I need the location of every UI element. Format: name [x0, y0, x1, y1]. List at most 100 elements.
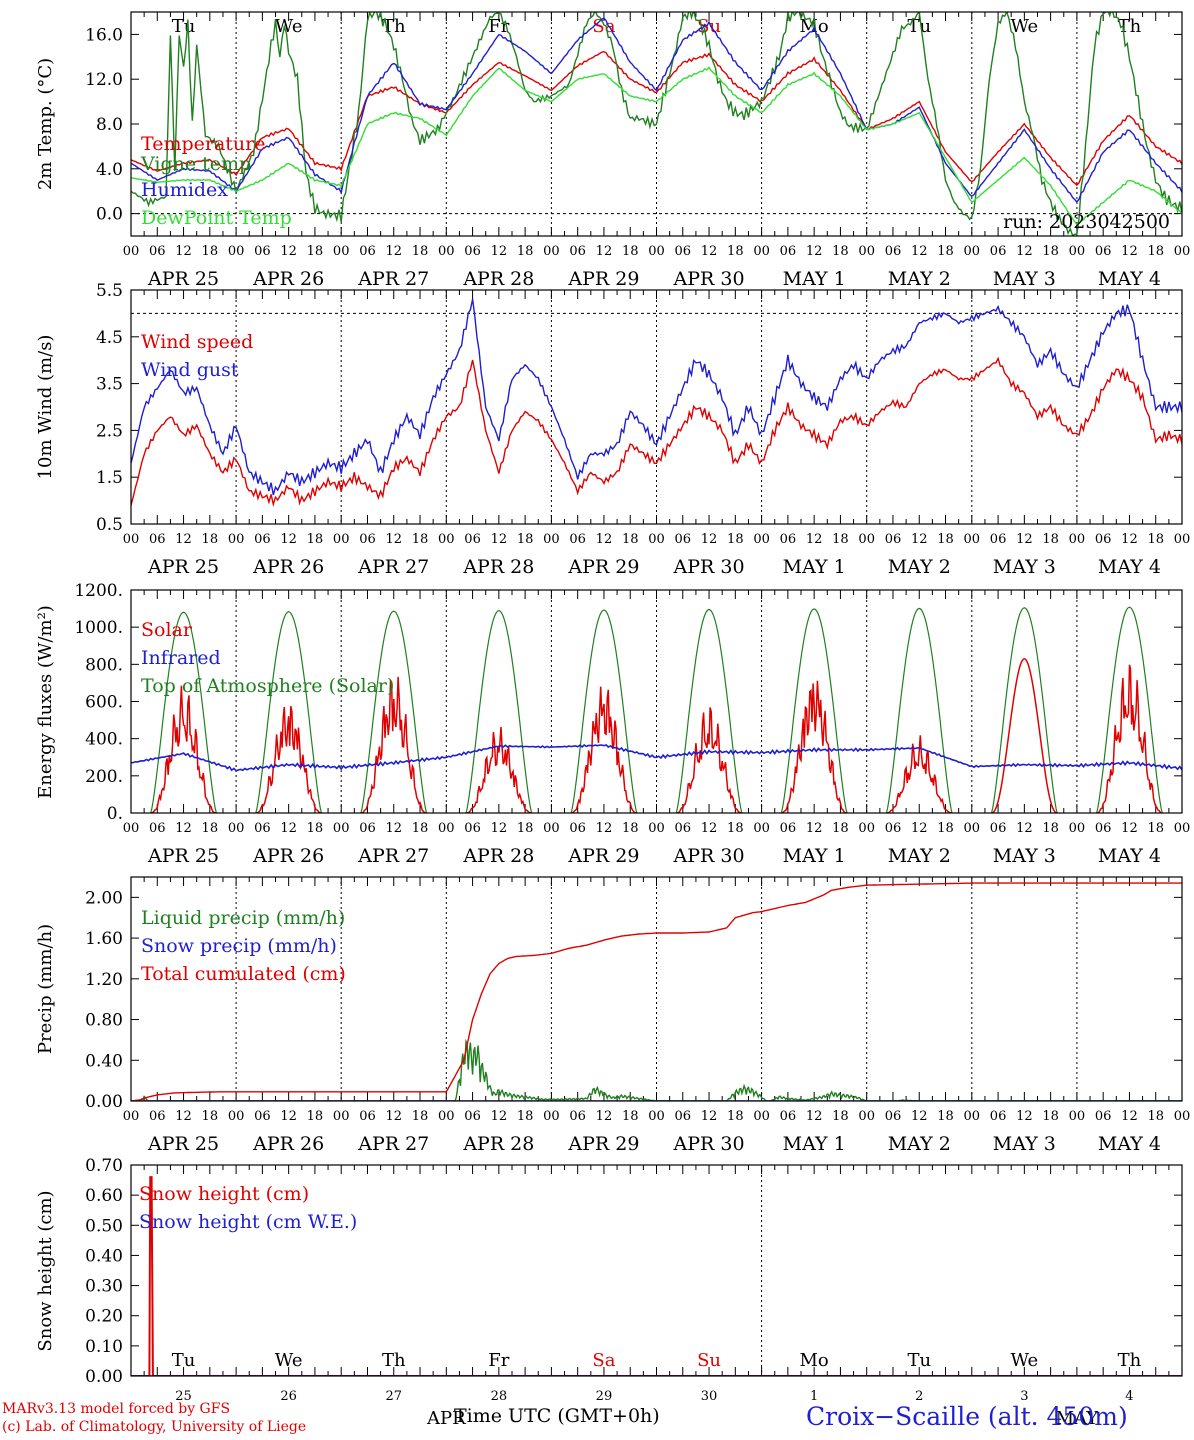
- panel3-ytick-label: 600.: [85, 693, 123, 713]
- panel5-weekday-label: Tu: [172, 1350, 196, 1371]
- panel1-hour-label: 00: [438, 244, 455, 259]
- panel5-plot-area: [131, 1176, 1182, 1376]
- panel5-weekday-label: Tu: [907, 1350, 931, 1371]
- panel4-hour-label: 18: [832, 1109, 849, 1124]
- panel2-hour-label: 00: [858, 532, 875, 547]
- panel2-hour-label: 18: [307, 532, 324, 547]
- panel3-hour-label: 06: [569, 821, 586, 836]
- panel2-hour-label: 12: [911, 532, 928, 547]
- panel4-hour-label: 06: [254, 1109, 271, 1124]
- panel2-hour-label: 00: [438, 532, 455, 547]
- panel3-hour-label: 18: [832, 821, 849, 836]
- panel1-hour-label: 18: [412, 244, 429, 259]
- panel3-hour-label: 18: [937, 821, 954, 836]
- panel2-ytick-label: 5.5: [96, 281, 123, 301]
- panel2-ytick-label: 2.5: [96, 421, 123, 441]
- panel4-ytick-label: 1.20: [85, 970, 123, 990]
- panel1-hour-label: 18: [202, 244, 219, 259]
- panel1-hour-label: 12: [491, 244, 508, 259]
- panel1-hour-label: 06: [675, 244, 692, 259]
- panel1-hour-label: 00: [123, 244, 140, 259]
- humidex-series-line: [131, 17, 1182, 204]
- panel1-weekday-label: We: [1011, 16, 1039, 37]
- panel1-hour-label: 00: [333, 244, 350, 259]
- panel5-ytick-label: 0.10: [85, 1337, 123, 1357]
- infrared-series-line: [131, 743, 1182, 772]
- panel5-ytick-label: 0.50: [85, 1216, 123, 1236]
- panel1-hour-label: 06: [780, 244, 797, 259]
- panel1-hour-label: 18: [1147, 244, 1164, 259]
- panel4-legend-entry: Snow precip (mm/h): [141, 935, 337, 957]
- panel1-hour-label: 12: [280, 244, 297, 259]
- panel3-hour-label: 00: [753, 821, 770, 836]
- panel3-frame: [130, 589, 1183, 814]
- panel4-hour-label: 00: [543, 1109, 560, 1124]
- panel2-date-label: APR 28: [462, 556, 534, 578]
- panel3-hour-label: 00: [438, 821, 455, 836]
- panel3-hour-label: 06: [149, 821, 166, 836]
- panel1-hour-label: 18: [1042, 244, 1059, 259]
- panel2-hour-label: 06: [885, 532, 902, 547]
- panel2-hour-label: 18: [832, 532, 849, 547]
- panel2-date-label: APR 25: [147, 556, 219, 578]
- panel3-date-label: MAY 2: [888, 845, 951, 867]
- panel1-hour-label: 18: [307, 244, 324, 259]
- run-label: run: 2023042500: [1003, 211, 1170, 233]
- panel1-date-label: APR 28: [462, 268, 534, 290]
- panel4-hour-label: 12: [911, 1109, 928, 1124]
- panel2-ytick-label: 1.5: [96, 468, 123, 488]
- panel3-hour-label: 00: [228, 821, 245, 836]
- panel4-hour-label: 00: [123, 1109, 140, 1124]
- panel3-hour-label: 06: [254, 821, 271, 836]
- panel1-y-axis-label: 2m Temp. (°C): [35, 58, 56, 190]
- panel4-hour-label: 12: [1016, 1109, 1033, 1124]
- panel3-ytick-label: 1200.: [74, 581, 123, 601]
- panel1-weekday-label: Tu: [907, 16, 931, 37]
- panel4-legend-entry: Liquid precip (mm/h): [141, 907, 345, 929]
- panel1-hour-label: 18: [517, 244, 534, 259]
- panel4-hour-label: 18: [307, 1109, 324, 1124]
- panel3-date-label: APR 27: [357, 845, 429, 867]
- panel4-date-label: APR 25: [147, 1133, 219, 1155]
- panel3-hour-label: 00: [1069, 821, 1086, 836]
- solar-series-line: [150, 657, 1163, 813]
- panel3-date-label: APR 25: [147, 845, 219, 867]
- panel3-hour-label: 18: [307, 821, 324, 836]
- panel5-legend-entry: Snow height (cm): [139, 1183, 309, 1205]
- panel4-hour-label: 06: [885, 1109, 902, 1124]
- month-label-may: MAY: [1056, 1408, 1100, 1429]
- panel2-hour-label: 00: [753, 532, 770, 547]
- panel3-hour-label: 12: [385, 821, 402, 836]
- panel3-ytick-label: 800.: [85, 655, 123, 675]
- panel3-legend-entry: Solar: [141, 619, 193, 641]
- month-label-apr: APR: [426, 1408, 466, 1429]
- panel1-date-label: APR 30: [673, 268, 745, 290]
- panel2-frame: [130, 289, 1183, 525]
- panel1-hour-label: 12: [911, 244, 928, 259]
- panel1-hour-label: 06: [359, 244, 376, 259]
- panel1-weekday-label: Fr: [488, 16, 509, 37]
- panel2-hour-label: 06: [780, 532, 797, 547]
- panel4-hour-label: 18: [622, 1109, 639, 1124]
- day-number-label: 3: [1020, 1389, 1028, 1404]
- toa-solar-series-line: [150, 606, 1163, 813]
- panel4-date-label: MAY 4: [1098, 1133, 1161, 1155]
- panel4-hour-label: 00: [964, 1109, 981, 1124]
- panel4-hour-label: 18: [517, 1109, 534, 1124]
- panel1-legend-entry: Humidex: [141, 179, 228, 201]
- panel1-hour-label: 00: [648, 244, 665, 259]
- panel2-ytick-label: 0.5: [96, 515, 123, 535]
- panel1-hour-label: 00: [228, 244, 245, 259]
- panel2-date-label: APR 29: [567, 556, 639, 578]
- panel2-ytick-label: 4.5: [96, 328, 123, 348]
- panel3-legend-entry: Infrared: [141, 647, 221, 669]
- panel1-hour-label: 00: [753, 244, 770, 259]
- lab-credit: (c) Lab. of Climatology, University of L…: [2, 1419, 307, 1435]
- panel1-date-label: APR 26: [252, 268, 324, 290]
- panel2-hour-label: 18: [1147, 532, 1164, 547]
- panel2-hour-label: 12: [491, 532, 508, 547]
- panel2-hour-label: 00: [1069, 532, 1086, 547]
- panel1-hour-label: 06: [885, 244, 902, 259]
- day-number-label: 29: [596, 1389, 613, 1404]
- panel4-hour-label: 06: [1095, 1109, 1112, 1124]
